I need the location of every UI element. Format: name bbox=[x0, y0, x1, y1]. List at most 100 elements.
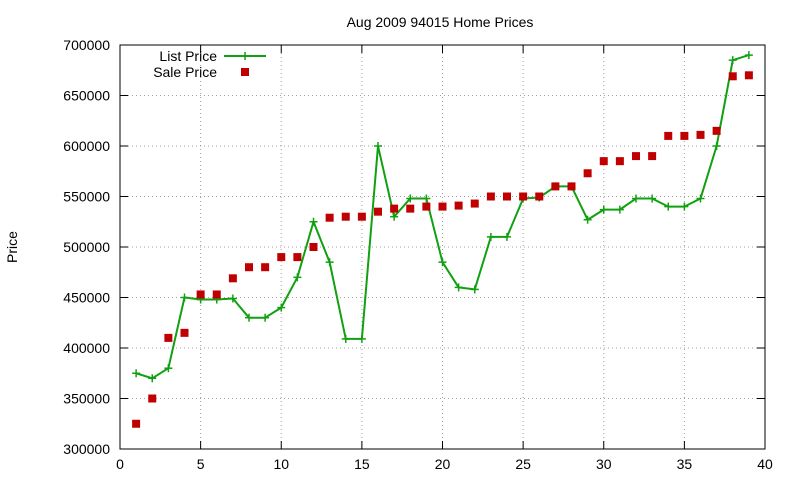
data-point bbox=[293, 273, 302, 282]
y-tick-label: 550000 bbox=[63, 189, 110, 205]
data-point bbox=[615, 157, 624, 166]
data-point bbox=[744, 51, 753, 60]
data-point bbox=[341, 212, 350, 221]
data-point bbox=[132, 419, 141, 428]
data-point bbox=[374, 207, 382, 216]
data-point bbox=[632, 152, 640, 161]
data-point bbox=[293, 253, 302, 262]
data-point bbox=[599, 205, 608, 214]
x-tick-label: 20 bbox=[435, 456, 451, 472]
plot-frame bbox=[119, 44, 766, 450]
plot-area bbox=[132, 51, 753, 428]
data-point bbox=[519, 192, 528, 201]
data-point bbox=[261, 263, 270, 272]
legend-marker bbox=[241, 52, 249, 60]
data-point bbox=[486, 232, 495, 241]
data-point bbox=[503, 232, 511, 241]
data-point bbox=[164, 333, 173, 342]
data-point bbox=[180, 328, 189, 337]
data-point bbox=[454, 201, 463, 210]
data-point bbox=[744, 71, 753, 80]
data-point bbox=[728, 72, 737, 81]
x-tick-label: 5 bbox=[197, 456, 205, 472]
legend-marker bbox=[241, 68, 249, 76]
data-point bbox=[648, 194, 657, 203]
data-point bbox=[486, 192, 495, 201]
data-point bbox=[309, 243, 318, 251]
x-tick-label: 25 bbox=[515, 456, 531, 472]
data-point bbox=[696, 130, 705, 139]
data-point bbox=[696, 194, 705, 203]
data-point bbox=[245, 313, 253, 322]
data-point bbox=[180, 293, 189, 302]
data-point bbox=[535, 192, 544, 201]
legend-label: Sale Price bbox=[153, 64, 217, 80]
data-point bbox=[470, 285, 479, 294]
x-tick-label: 35 bbox=[677, 456, 693, 472]
data-point bbox=[325, 258, 334, 267]
data-point bbox=[438, 202, 447, 211]
x-tick-label: 15 bbox=[354, 456, 370, 472]
data-point bbox=[357, 334, 366, 343]
data-point bbox=[712, 126, 721, 135]
data-point bbox=[406, 204, 415, 213]
data-point bbox=[390, 212, 399, 221]
data-point bbox=[712, 142, 721, 150]
x-tick-label: 40 bbox=[757, 456, 773, 472]
data-point bbox=[567, 182, 576, 191]
data-point bbox=[277, 303, 286, 312]
data-point bbox=[422, 194, 431, 203]
data-point bbox=[422, 202, 431, 211]
data-point bbox=[438, 258, 447, 267]
data-point bbox=[470, 199, 479, 208]
data-point bbox=[664, 131, 673, 140]
data-point bbox=[374, 142, 382, 150]
data-point bbox=[245, 263, 253, 272]
data-point bbox=[196, 290, 205, 299]
data-point bbox=[648, 152, 657, 161]
data-point bbox=[599, 157, 608, 166]
data-point bbox=[228, 294, 237, 303]
y-tick-label: 350000 bbox=[63, 391, 110, 407]
data-point bbox=[164, 364, 173, 373]
y-tick-label: 450000 bbox=[63, 290, 110, 306]
data-point bbox=[583, 169, 592, 178]
data-point bbox=[148, 374, 157, 383]
legend-label: List Price bbox=[159, 48, 217, 64]
data-point bbox=[228, 274, 237, 283]
data-point bbox=[680, 202, 689, 211]
series-list-price bbox=[132, 51, 753, 383]
y-tick-label: 600000 bbox=[63, 138, 110, 154]
data-point bbox=[325, 213, 334, 222]
data-point bbox=[632, 194, 640, 203]
x-tick-label: 30 bbox=[596, 456, 612, 472]
data-point bbox=[357, 212, 366, 221]
data-point bbox=[277, 253, 286, 262]
data-point bbox=[615, 205, 624, 214]
data-point bbox=[503, 192, 511, 201]
data-point bbox=[261, 313, 270, 322]
grid bbox=[120, 45, 765, 449]
data-point bbox=[728, 56, 737, 65]
data-point bbox=[132, 369, 141, 378]
data-point bbox=[406, 194, 415, 203]
data-point bbox=[309, 217, 318, 226]
data-point bbox=[148, 394, 157, 403]
data-point bbox=[583, 215, 592, 224]
chart-title: Aug 2009 94015 Home Prices bbox=[347, 14, 534, 30]
data-point bbox=[212, 290, 221, 299]
y-tick-label: 300000 bbox=[63, 441, 110, 457]
tick-labels: 300000 350000 400000 450000 500000 550000 6000… bbox=[63, 37, 773, 472]
y-axis-label: Price bbox=[4, 231, 20, 263]
x-tick-label: 10 bbox=[273, 456, 289, 472]
y-tick-label: 500000 bbox=[63, 239, 110, 255]
y-tick-label: 400000 bbox=[63, 340, 110, 356]
data-point bbox=[454, 283, 463, 292]
data-point bbox=[341, 334, 350, 343]
y-tick-label: 650000 bbox=[63, 88, 110, 104]
series-sale-price bbox=[132, 71, 753, 428]
y-tick-label: 700000 bbox=[63, 37, 110, 53]
data-point bbox=[551, 182, 560, 191]
